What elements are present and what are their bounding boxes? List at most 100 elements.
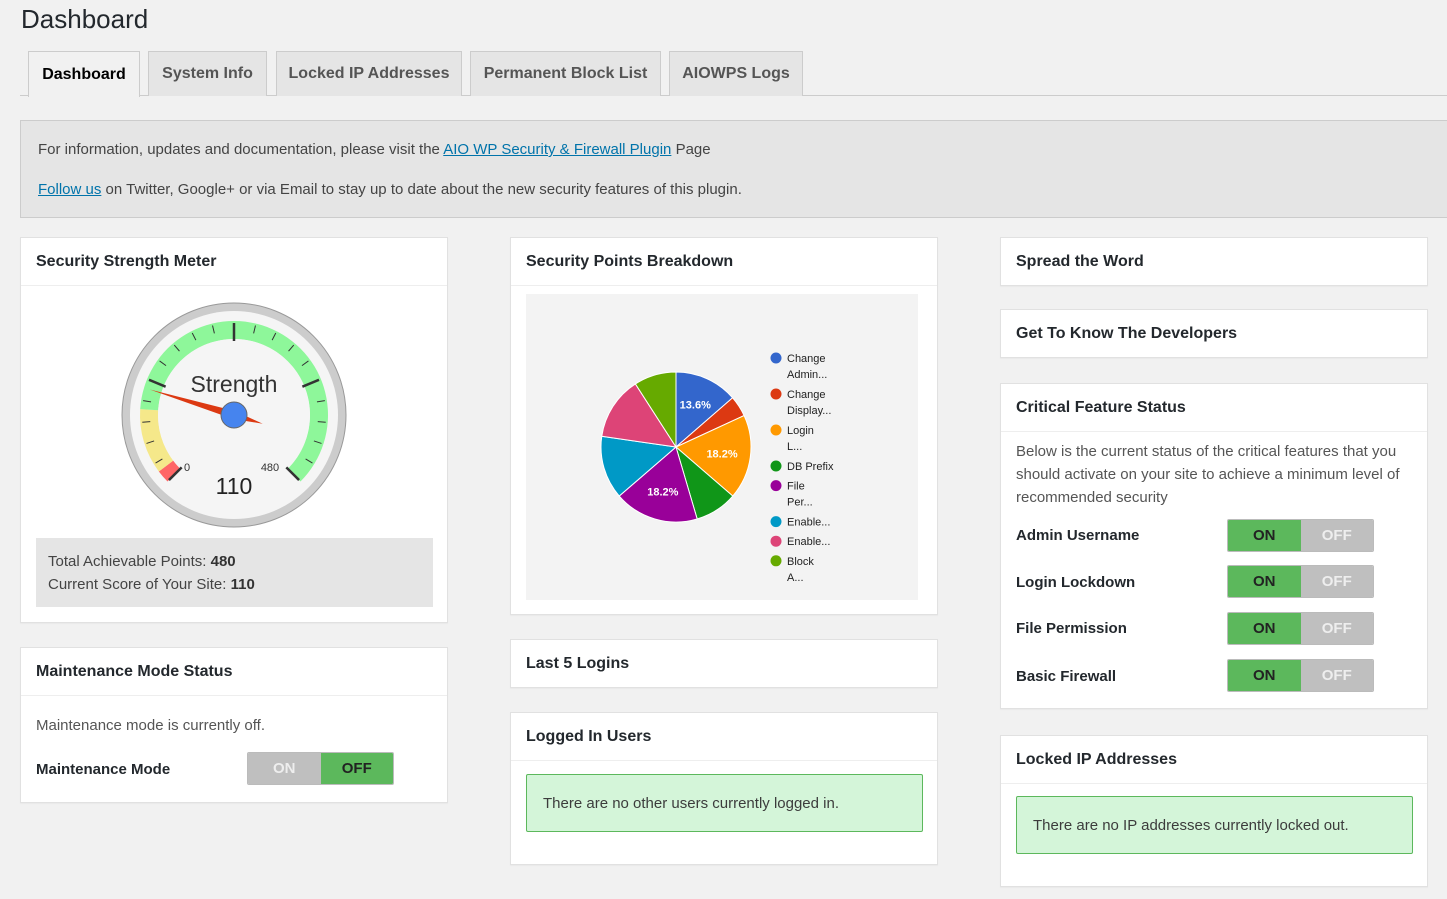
file-permission-toggle[interactable]: ON OFF — [1227, 612, 1374, 645]
legend-swatch — [770, 460, 782, 472]
maintenance-mode-label: Maintenance Mode — [36, 761, 171, 778]
pie-slice[interactable] — [618, 446, 698, 523]
tab-locked-ip-addresses[interactable]: Locked IP Addresses — [276, 51, 462, 96]
panel-title[interactable]: Critical Feature Status — [1001, 384, 1427, 432]
current-score-label: Current Score of Your Site: — [48, 576, 227, 593]
locked-ips-panel: Locked IP Addresses There are no IP addr… — [1000, 735, 1428, 887]
critical-description: Below is the current status of the criti… — [1016, 443, 1400, 506]
panel-title[interactable]: Locked IP Addresses — [1001, 736, 1427, 784]
info-docs-text: For information, updates and documentati… — [38, 141, 440, 158]
strength-gauge: Strength 0 480 110 — [121, 302, 347, 528]
pie-slice[interactable] — [634, 371, 677, 449]
gauge-band-yellow — [140, 409, 174, 472]
gauge-tick — [155, 458, 163, 464]
tab-bar: Dashboard System Info Locked IP Addresse… — [20, 51, 1447, 97]
panel-title[interactable]: Last 5 Logins — [526, 655, 630, 672]
toggle-on[interactable]: ON — [1228, 613, 1301, 644]
developers-panel: Get To Know The Developers — [1000, 309, 1428, 358]
panel-title[interactable]: Spread the Word — [1016, 253, 1144, 270]
total-points-row: Total Achievable Points: 480 — [48, 550, 421, 573]
pie-slice[interactable] — [601, 383, 678, 448]
feature-label-admin-username: Admin Username — [1016, 527, 1140, 544]
follow-us-link[interactable]: Follow us — [38, 181, 102, 198]
legend-label: Per... — [787, 497, 813, 509]
toggle-on[interactable]: ON — [1228, 520, 1301, 551]
feature-label-login-lockdown: Login Lockdown — [1016, 574, 1136, 591]
panel-title[interactable]: Security Points Breakdown — [511, 238, 937, 286]
legend-swatch — [770, 424, 782, 436]
admin-username-toggle[interactable]: ON OFF — [1227, 519, 1374, 552]
tab-system-info[interactable]: System Info — [148, 51, 267, 96]
toggle-off[interactable]: OFF — [320, 753, 393, 784]
gauge-tick — [142, 421, 151, 423]
gauge-band-green — [140, 320, 328, 482]
info-follow-text: on Twitter, Google+ or via Email to stay… — [105, 181, 742, 198]
gauge-tick — [317, 421, 326, 423]
points-breakdown-panel: Security Points Breakdown 13.6% 18.2% 18.2… — [510, 237, 938, 615]
tab-permanent-block-list[interactable]: Permanent Block List — [470, 51, 661, 96]
toggle-on[interactable]: ON — [1228, 566, 1301, 597]
plugin-page-link[interactable]: AIO WP Security & Firewall Plugin — [443, 141, 672, 158]
legend-label: Admin... — [787, 369, 827, 381]
legend-label: Block — [787, 556, 814, 568]
info-line-docs: For information, updates and documentati… — [38, 141, 711, 158]
spread-word-panel: Spread the Word — [1000, 237, 1428, 286]
gauge-tick — [288, 344, 295, 352]
tab-aiowps-logs[interactable]: AIOWPS Logs — [669, 51, 803, 96]
toggle-off[interactable]: OFF — [1300, 613, 1373, 644]
pie-slice[interactable] — [675, 414, 752, 497]
info-docs-suffix: Page — [675, 141, 711, 158]
legend-swatch — [770, 535, 782, 547]
pie-slice-label: 13.6% — [680, 400, 711, 412]
tab-dashboard[interactable]: Dashboard — [28, 51, 140, 97]
logged-in-users-panel: Logged In Users There are no other users… — [510, 712, 938, 865]
gauge-tick — [191, 332, 197, 341]
legend-swatch — [770, 480, 782, 492]
feature-label-basic-firewall: Basic Firewall — [1016, 668, 1117, 685]
gauge-tick — [146, 440, 155, 444]
panel-title[interactable]: Get To Know The Developers — [1016, 325, 1238, 342]
gauge-tick — [168, 466, 183, 481]
toggle-off[interactable]: OFF — [1300, 660, 1373, 691]
current-score-value: 110 — [230, 576, 255, 593]
gauge-tick — [253, 325, 256, 334]
toggle-off[interactable]: OFF — [1300, 520, 1373, 551]
toggle-on[interactable]: ON — [248, 753, 321, 784]
toggle-off[interactable]: OFF — [1300, 566, 1373, 597]
maintenance-mode-toggle[interactable]: ON OFF — [247, 752, 394, 785]
pie-slice-label: 18.2% — [706, 448, 737, 460]
legend-label: A... — [787, 572, 804, 584]
gauge-band-red — [158, 460, 181, 482]
panel-title[interactable]: Security Strength Meter — [21, 238, 447, 286]
toggle-on[interactable]: ON — [1228, 660, 1301, 691]
gauge-tick — [143, 400, 152, 403]
legend-label: Change — [787, 353, 826, 365]
legend-label: Login — [787, 425, 814, 437]
legend-swatch — [770, 352, 782, 364]
legend-label: L... — [787, 441, 802, 453]
pie-slice[interactable] — [600, 435, 678, 497]
legend-swatch — [770, 555, 782, 567]
panel-title[interactable]: Logged In Users — [511, 713, 937, 761]
gauge-value: 110 — [216, 473, 253, 499]
pie-slice-label: 18.2% — [647, 487, 678, 499]
legend-label: File — [787, 481, 805, 493]
info-line-follow: Follow us on Twitter, Google+ or via Ema… — [38, 181, 742, 198]
panel-title[interactable]: Maintenance Mode Status — [21, 648, 447, 696]
gauge-label: Strength — [191, 371, 278, 397]
pie-slice[interactable] — [675, 371, 734, 449]
gauge-tick — [301, 360, 309, 367]
basic-firewall-toggle[interactable]: ON OFF — [1227, 659, 1374, 692]
total-points-label: Total Achievable Points: — [48, 553, 207, 570]
gauge-tick — [148, 378, 167, 388]
legend-label: Display... — [787, 405, 831, 417]
legend-swatch — [770, 516, 782, 528]
points-pie-chart: 13.6% 18.2% 18.2% Change Admin... Change Displ… — [526, 294, 918, 600]
strength-meter-panel: Security Strength Meter Strength 0 480 1… — [20, 237, 448, 623]
login-lockdown-toggle[interactable]: ON OFF — [1227, 565, 1374, 598]
legend-swatch — [770, 388, 782, 400]
last-logins-panel: Last 5 Logins — [510, 639, 938, 688]
gauge-tick — [305, 458, 313, 464]
gauge-min-label: 0 — [184, 462, 190, 474]
feature-label-file-permission: File Permission — [1016, 620, 1127, 637]
